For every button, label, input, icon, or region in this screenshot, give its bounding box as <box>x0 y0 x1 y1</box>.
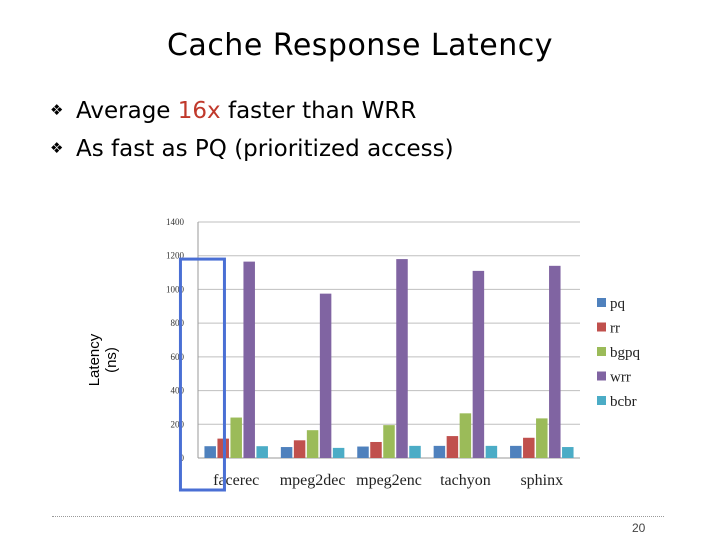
legend-swatch-pq <box>597 298 606 307</box>
bar-wrr-mpeg2dec <box>319 293 332 458</box>
bullet-1-text-post: faster than WRR <box>220 98 417 124</box>
bullet-1-highlight: 16x <box>177 98 221 124</box>
y-tick-label: 400 <box>171 386 185 396</box>
highlight-box <box>178 257 226 492</box>
footer-divider <box>52 516 664 517</box>
y-tick-label: 800 <box>171 318 185 328</box>
bar-bcbr-facerec <box>256 446 268 458</box>
bar-wrr-facerec <box>243 261 255 458</box>
bar-wrr-sphinx <box>549 265 561 458</box>
legend-label-pq: pq <box>610 296 626 312</box>
bar-bcbr-sphinx <box>562 447 574 458</box>
bar-bcbr-mpeg2dec <box>332 447 345 458</box>
bar-wrr-mpeg2enc <box>396 259 408 458</box>
bar-rr-tachyon <box>446 436 459 458</box>
bullet-1-icon: ❖ <box>50 100 64 119</box>
y-tick-label: 0 <box>180 453 185 463</box>
bar-bgpq-tachyon <box>459 413 472 458</box>
legend-swatch-bcbr <box>597 396 606 405</box>
bar-rr-mpeg2enc <box>370 441 382 458</box>
bar-wrr-tachyon <box>472 270 485 458</box>
slide-title: Cache Response Latency <box>166 28 554 63</box>
bullet-2-text: As fast as PQ (prioritized access) <box>76 136 454 162</box>
bullet-1-text-pre: Average <box>76 98 178 124</box>
y-tick-label: 200 <box>171 419 185 429</box>
bullet-2-icon: ❖ <box>50 138 64 157</box>
legend-label-rr: rr <box>610 321 620 337</box>
bullet-2: ❖ As fast as PQ (prioritized access) <box>50 136 454 162</box>
bar-pq-mpeg2dec <box>280 447 293 458</box>
bar-rr-mpeg2dec <box>293 440 306 458</box>
x-tick-label: sphinx <box>520 472 563 489</box>
bar-bcbr-tachyon <box>485 445 498 458</box>
bar-bcbr-mpeg2enc <box>409 445 421 458</box>
bar-pq-sphinx <box>510 445 522 458</box>
legend-swatch-wrr <box>597 371 606 381</box>
page-number: 20 <box>632 521 646 535</box>
x-tick-label: facerec <box>213 472 259 489</box>
x-tick-label: mpeg2enc <box>356 472 422 489</box>
bar-pq-mpeg2enc <box>357 446 369 458</box>
bullet-1: ❖ Average 16x faster than WRR <box>50 98 416 124</box>
y-tick-label: 1400 <box>166 217 185 227</box>
legend-label-bcbr: bcbr <box>610 394 637 410</box>
bar-bgpq-mpeg2enc <box>383 425 395 458</box>
y-tick-label: 1000 <box>166 284 185 294</box>
bar-rr-sphinx <box>523 437 535 458</box>
bar-bgpq-sphinx <box>536 418 548 458</box>
legend-swatch-rr <box>597 322 606 332</box>
x-tick-label: mpeg2dec <box>280 472 346 489</box>
bar-bgpq-mpeg2dec <box>306 430 319 458</box>
y-tick-label: 600 <box>171 352 185 362</box>
bar-pq-facerec <box>204 446 216 458</box>
bar-pq-tachyon <box>433 445 446 458</box>
legend-label-wrr: wrr <box>610 370 631 386</box>
bar-bgpq-facerec <box>230 417 242 458</box>
legend-label-bgpq: bgpq <box>610 345 641 361</box>
legend-swatch-bgpq <box>597 347 606 356</box>
x-tick-label: tachyon <box>440 472 491 489</box>
y-tick-label: 1200 <box>166 251 185 261</box>
